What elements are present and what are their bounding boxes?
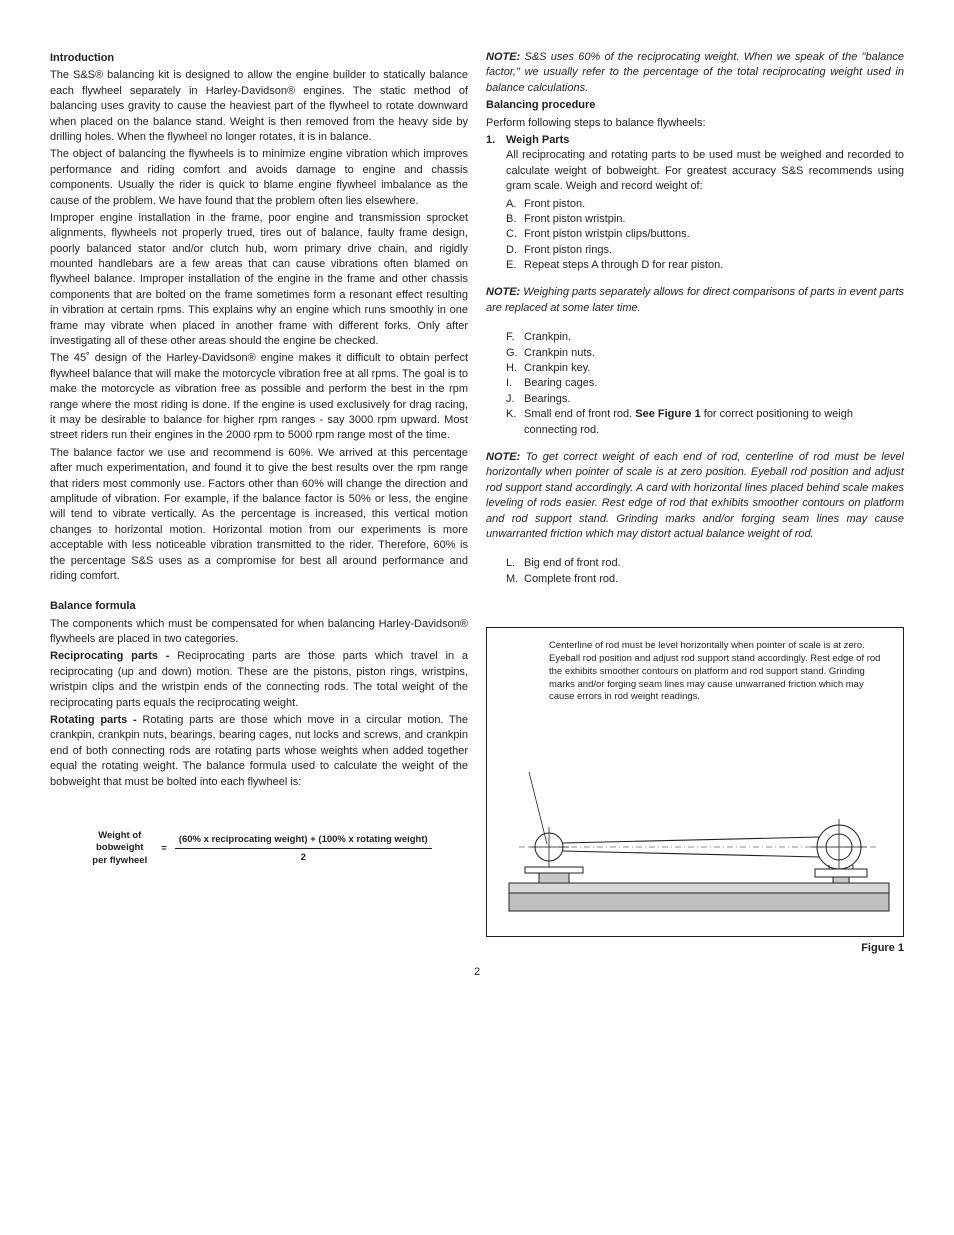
list-marker: C.	[506, 227, 524, 242]
list-item: L.Big end of front rod.	[506, 556, 904, 571]
balance-formula: Weight of bobweight per flywheel = (60% …	[50, 830, 468, 867]
list-text: Front piston wristpin clips/buttons.	[524, 227, 904, 242]
list-item: A.Front piston.	[506, 197, 904, 212]
list-marker: G.	[506, 346, 524, 361]
list-item: E.Repeat steps A through D for rear pist…	[506, 258, 904, 273]
list-marker: D.	[506, 243, 524, 258]
list-text: Crankpin nuts.	[524, 346, 904, 361]
note: NOTE: S&S uses 60% of the reciprocating …	[486, 50, 904, 96]
figure-1-diagram	[499, 772, 899, 922]
step-title: Weigh Parts	[506, 133, 569, 148]
list-text: Bearings.	[524, 392, 904, 407]
note-body: To get correct weight of each end of rod…	[486, 451, 904, 540]
balance-formula-heading: Balance formula	[50, 599, 468, 614]
formula-numerator: (60% x reciprocating weight) + (100% x r…	[175, 833, 432, 849]
intro-heading: Introduction	[50, 51, 468, 66]
list-marker: L.	[506, 556, 524, 571]
note-label: NOTE:	[486, 451, 520, 463]
paragraph: Improper engine installation in the fram…	[50, 211, 468, 350]
paragraph: The balance factor we use and recommend …	[50, 446, 468, 585]
page-number: 2	[50, 965, 904, 980]
list-item: M.Complete front rod.	[506, 572, 904, 587]
list-marker: E.	[506, 258, 524, 273]
list-text: Front piston wristpin.	[524, 212, 904, 227]
formula-rhs: (60% x reciprocating weight) + (100% x r…	[175, 833, 432, 865]
note-body: S&S uses 60% of the reciprocating weight…	[486, 51, 904, 94]
formula-denominator: 2	[175, 849, 432, 864]
note-body: Weighing parts separately allows for dir…	[486, 286, 904, 313]
list-item: I.Bearing cages.	[506, 376, 904, 391]
step-number: 1.	[486, 133, 506, 148]
paragraph: Rotating parts - Rotating parts are thos…	[50, 713, 468, 790]
list-item: B.Front piston wristpin.	[506, 212, 904, 227]
list-marker: F.	[506, 330, 524, 345]
formula-text: per flywheel	[92, 855, 147, 867]
list-text: Bearing cages.	[524, 376, 904, 391]
list-item: J.Bearings.	[506, 392, 904, 407]
list-lm: L.Big end of front rod.M.Complete front …	[486, 556, 904, 587]
left-column: Introduction The S&S® balancing kit is d…	[50, 50, 468, 957]
list-fj: F.Crankpin.G.Crankpin nuts.H.Crankpin ke…	[486, 330, 904, 407]
list-text: Crankpin key.	[524, 361, 904, 376]
list-item: H.Crankpin key.	[506, 361, 904, 376]
step-1: 1. Weigh Parts	[486, 133, 904, 148]
paragraph: The S&S® balancing kit is designed to al…	[50, 68, 468, 145]
paragraph: Perform following steps to balance flywh…	[486, 116, 904, 131]
list-text: Repeat steps A through D for rear piston…	[524, 258, 904, 273]
list-text: Front piston.	[524, 197, 904, 212]
formula-text: Weight of	[92, 830, 147, 842]
note-label: NOTE:	[486, 51, 520, 63]
figure-caption: Figure 1	[486, 941, 904, 956]
formula-lhs: Weight of bobweight per flywheel	[86, 830, 153, 867]
step-body: All reciprocating and rotating parts to …	[506, 148, 904, 194]
list-item: G.Crankpin nuts.	[506, 346, 904, 361]
list-item: F.Crankpin.	[506, 330, 904, 345]
figure-text: Centerline of rod must be level horizont…	[549, 640, 891, 704]
list-text: Big end of front rod.	[524, 556, 904, 571]
list-marker: B.	[506, 212, 524, 227]
note: NOTE: To get correct weight of each end …	[486, 450, 904, 542]
formula-text: bobweight	[92, 842, 147, 854]
note-label: NOTE:	[486, 286, 520, 298]
figure-1-box: Centerline of rod must be level horizont…	[486, 627, 904, 937]
list-ae: A.Front piston.B.Front piston wristpin.C…	[486, 197, 904, 274]
balancing-procedure-heading: Balancing procedure	[486, 98, 904, 113]
list-item: C.Front piston wristpin clips/buttons.	[506, 227, 904, 242]
list-text: Small end of front rod. See Figure 1 for…	[524, 407, 904, 438]
paragraph: Reciprocating parts - Reciprocating part…	[50, 649, 468, 711]
list-item: K. Small end of front rod. See Figure 1 …	[506, 407, 904, 438]
list-text: Crankpin.	[524, 330, 904, 345]
see-figure-ref: See Figure 1	[635, 408, 700, 420]
list-marker: H.	[506, 361, 524, 376]
paragraph: The components which must be compensated…	[50, 617, 468, 648]
list-marker: M.	[506, 572, 524, 587]
right-column: NOTE: S&S uses 60% of the reciprocating …	[486, 50, 904, 957]
formula-equals: =	[153, 842, 175, 855]
recip-label: Reciprocating parts -	[50, 650, 177, 662]
list-text: Complete front rod.	[524, 572, 904, 587]
page: Introduction The S&S® balancing kit is d…	[50, 50, 904, 957]
note: NOTE: Weighing parts separately allows f…	[486, 285, 904, 316]
list-text: Front piston rings.	[524, 243, 904, 258]
rot-label: Rotating parts -	[50, 714, 142, 726]
paragraph: The 45˚ design of the Harley-Davidson® e…	[50, 351, 468, 443]
list-marker: J.	[506, 392, 524, 407]
list-item: D.Front piston rings.	[506, 243, 904, 258]
list-marker: I.	[506, 376, 524, 391]
list-marker: A.	[506, 197, 524, 212]
list-marker: K.	[506, 407, 524, 438]
paragraph: The object of balancing the flywheels is…	[50, 147, 468, 209]
